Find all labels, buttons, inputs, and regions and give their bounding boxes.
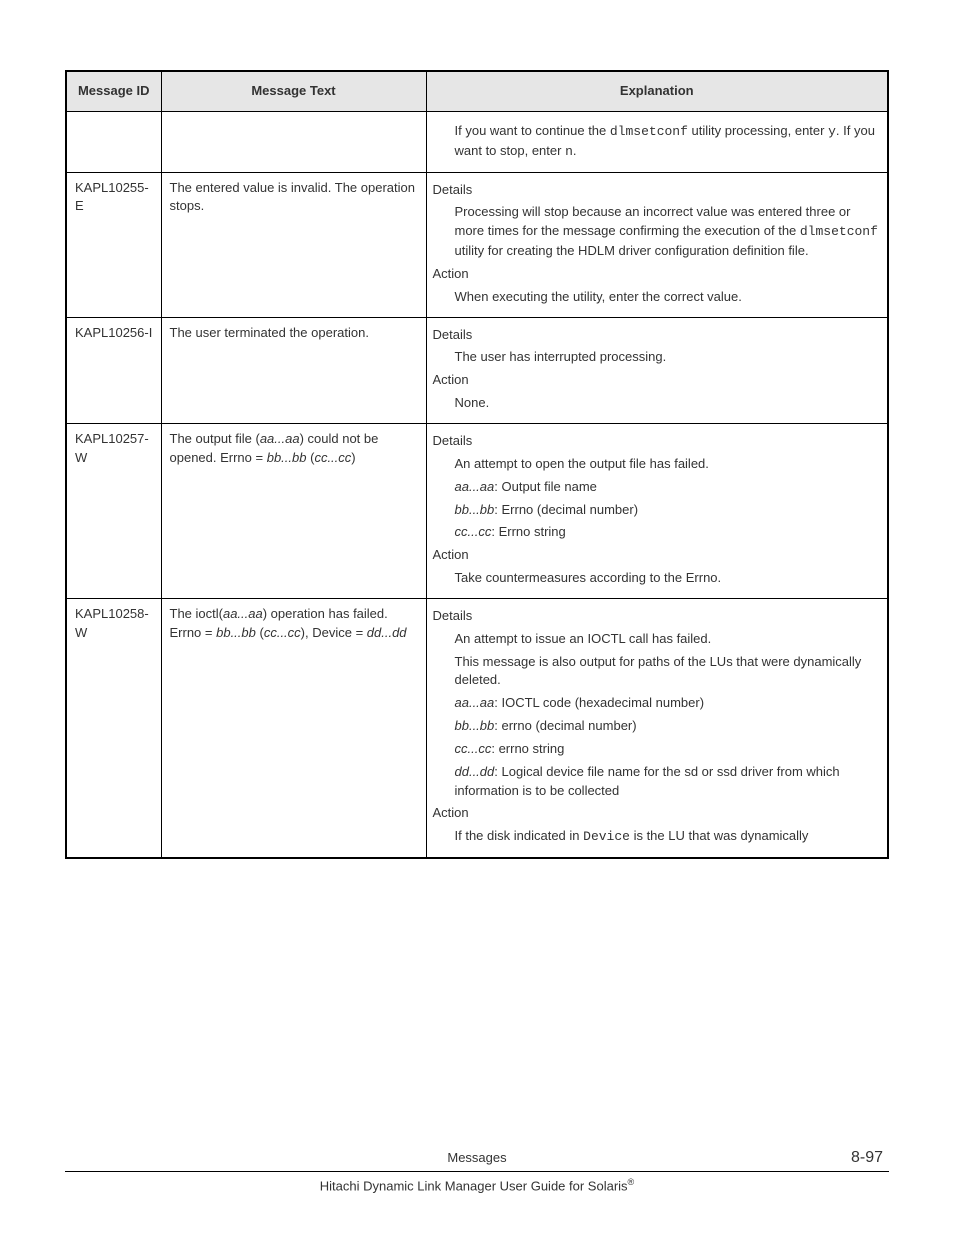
details-paragraph: This message is also output for paths of… (455, 653, 882, 691)
details-paragraph: An attempt to open the output file has f… (455, 455, 882, 474)
cell-message-text: The ioctl(aa...aa) operation has failed.… (161, 598, 426, 858)
action-paragraph: When executing the utility, enter the co… (455, 288, 882, 307)
cell-message-text: The entered value is invalid. The operat… (161, 172, 426, 317)
cell-message-id: KAPL10255-E (66, 172, 161, 317)
cell-message-id: KAPL10257-W (66, 423, 161, 598)
explanation-paragraph: If you want to continue the dlmsetconf u… (455, 122, 882, 162)
details-paragraph: aa...aa: Output file name (455, 478, 882, 497)
footer-section: Messages (151, 1150, 803, 1165)
messages-table: Message ID Message Text Explanation If y… (65, 70, 889, 859)
table-row: If you want to continue the dlmsetconf u… (66, 111, 888, 172)
cell-message-id: KAPL10256-I (66, 317, 161, 423)
action-paragraph: If the disk indicated in Device is the L… (455, 827, 882, 847)
details-paragraph: bb...bb: errno (decimal number) (455, 717, 882, 736)
action-label: Action (433, 371, 882, 390)
details-paragraph: Processing will stop because an incorrec… (455, 203, 882, 261)
page-footer: Messages 8-97 Hitachi Dynamic Link Manag… (65, 1149, 889, 1193)
details-label: Details (433, 326, 882, 345)
details-label: Details (433, 432, 882, 451)
table-row: KAPL10258-WThe ioctl(aa...aa) operation … (66, 598, 888, 858)
cell-message-text (161, 111, 426, 172)
details-paragraph: dd...dd: Logical device file name for th… (455, 763, 882, 801)
cell-message-text: The user terminated the operation. (161, 317, 426, 423)
cell-explanation: Details Processing will stop because an i… (426, 172, 888, 317)
table-row: KAPL10255-EThe entered value is invalid.… (66, 172, 888, 317)
table-header-row: Message ID Message Text Explanation (66, 71, 888, 111)
details-paragraph: bb...bb: Errno (decimal number) (455, 501, 882, 520)
table-row: KAPL10256-IThe user terminated the opera… (66, 317, 888, 423)
details-paragraph: cc...cc: errno string (455, 740, 882, 759)
cell-message-id (66, 111, 161, 172)
header-message-id: Message ID (66, 71, 161, 111)
details-paragraph: An attempt to issue an IOCTL call has fa… (455, 630, 882, 649)
header-message-text: Message Text (161, 71, 426, 111)
action-paragraph: None. (455, 394, 882, 413)
details-label: Details (433, 607, 882, 626)
header-explanation: Explanation (426, 71, 888, 111)
table-row: KAPL10257-WThe output file (aa...aa) cou… (66, 423, 888, 598)
action-label: Action (433, 804, 882, 823)
action-label: Action (433, 265, 882, 284)
action-paragraph: Take countermeasures according to the Er… (455, 569, 882, 588)
footer-page-number: 8-97 (803, 1149, 883, 1167)
cell-message-text: The output file (aa...aa) could not be o… (161, 423, 426, 598)
details-paragraph: aa...aa: IOCTL code (hexadecimal number) (455, 694, 882, 713)
cell-message-id: KAPL10258-W (66, 598, 161, 858)
cell-explanation: Details An attempt to issue an IOCTL call… (426, 598, 888, 858)
cell-explanation: If you want to continue the dlmsetconf u… (426, 111, 888, 172)
cell-explanation: Details An attempt to open the output fil… (426, 423, 888, 598)
footer-title: Hitachi Dynamic Link Manager User Guide … (65, 1172, 889, 1193)
cell-explanation: Details The user has interrupted processi… (426, 317, 888, 423)
details-paragraph: cc...cc: Errno string (455, 523, 882, 542)
details-label: Details (433, 181, 882, 200)
action-label: Action (433, 546, 882, 565)
details-paragraph: The user has interrupted processing. (455, 348, 882, 367)
